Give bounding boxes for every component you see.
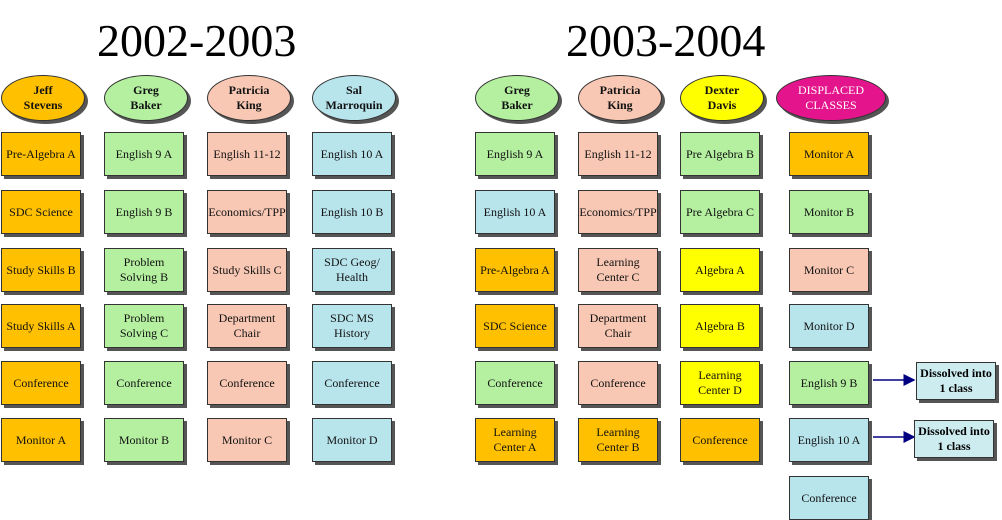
left-class-box-1-5: Monitor B — [104, 418, 184, 462]
dissolved-note-2: Dissolved into 1 class — [914, 420, 994, 458]
right-teacher-header-0: Greg Baker — [475, 75, 559, 121]
right-class-box-0-0: English 9 A — [475, 132, 555, 176]
right-class-box-1-3: Department Chair — [578, 304, 658, 348]
right-class-box-3-6: Conference — [789, 476, 869, 520]
year-title-right: 2003-2004 — [566, 15, 766, 66]
left-class-box-3-0: English 10 A — [312, 132, 392, 176]
left-class-box-3-1: English 10 B — [312, 190, 392, 234]
left-class-box-3-5: Monitor D — [312, 418, 392, 462]
right-class-box-2-1: Pre Algebra C — [680, 190, 760, 234]
right-class-box-2-5: Conference — [680, 418, 760, 462]
left-class-box-3-2: SDC Geog/ Health — [312, 248, 392, 292]
right-class-box-2-3: Algebra B — [680, 304, 760, 348]
left-class-box-0-3: Study Skills A — [1, 304, 81, 348]
right-class-box-3-5: English 10 A — [789, 418, 869, 462]
left-class-box-0-4: Conference — [1, 361, 81, 405]
right-class-box-0-1: English 10 A — [475, 190, 555, 234]
left-class-box-2-5: Monitor C — [207, 418, 287, 462]
left-class-box-3-4: Conference — [312, 361, 392, 405]
left-class-box-1-2: Problem Solving B — [104, 248, 184, 292]
left-teacher-header-1: Greg Baker — [104, 75, 188, 121]
right-class-box-3-1: Monitor B — [789, 190, 869, 234]
left-class-box-1-1: English 9 B — [104, 190, 184, 234]
left-class-box-1-3: Problem Solving C — [104, 304, 184, 348]
left-teacher-header-3: Sal Marroquin — [312, 75, 396, 121]
right-teacher-header-3: DISPLACED CLASSES — [776, 75, 886, 121]
right-class-box-2-2: Algebra A — [680, 248, 760, 292]
right-teacher-header-1: Patricia King — [578, 75, 662, 121]
right-class-box-2-0: Pre Algebra B — [680, 132, 760, 176]
right-class-box-0-3: SDC Science — [475, 304, 555, 348]
right-teacher-header-2: Dexter Davis — [680, 75, 764, 121]
left-class-box-3-3: SDC MS History — [312, 304, 392, 348]
left-teacher-header-2: Patricia King — [207, 75, 291, 121]
right-class-box-1-1: Economics/TPP — [578, 190, 658, 234]
left-teacher-header-0: Jeff Stevens — [1, 75, 85, 121]
right-class-box-3-4: English 9 B — [789, 361, 869, 405]
left-class-box-2-3: Department Chair — [207, 304, 287, 348]
left-class-box-2-4: Conference — [207, 361, 287, 405]
left-class-box-2-2: Study Skills C — [207, 248, 287, 292]
left-class-box-0-5: Monitor A — [1, 418, 81, 462]
right-class-box-1-2: Learning Center C — [578, 248, 658, 292]
right-class-box-1-5: Learning Center B — [578, 418, 658, 462]
right-class-box-3-2: Monitor C — [789, 248, 869, 292]
right-class-box-0-5: Learning Center A — [475, 418, 555, 462]
right-class-box-0-4: Conference — [475, 361, 555, 405]
left-class-box-0-2: Study Skills B — [1, 248, 81, 292]
left-class-box-0-0: Pre-Algebra A — [1, 132, 81, 176]
right-class-box-3-3: Monitor D — [789, 304, 869, 348]
right-class-box-3-0: Monitor A — [789, 132, 869, 176]
dissolved-note-1: Dissolved into 1 class — [916, 362, 996, 400]
right-class-box-2-4: Learning Center D — [680, 361, 760, 405]
left-class-box-1-0: English 9 A — [104, 132, 184, 176]
left-class-box-1-4: Conference — [104, 361, 184, 405]
right-class-box-1-4: Conference — [578, 361, 658, 405]
year-title-left: 2002-2003 — [97, 15, 297, 66]
right-class-box-0-2: Pre-Algebra A — [475, 248, 555, 292]
left-class-box-2-0: English 11-12 — [207, 132, 287, 176]
left-class-box-0-1: SDC Science — [1, 190, 81, 234]
right-class-box-1-0: English 11-12 — [578, 132, 658, 176]
left-class-box-2-1: Economics/TPP — [207, 190, 287, 234]
